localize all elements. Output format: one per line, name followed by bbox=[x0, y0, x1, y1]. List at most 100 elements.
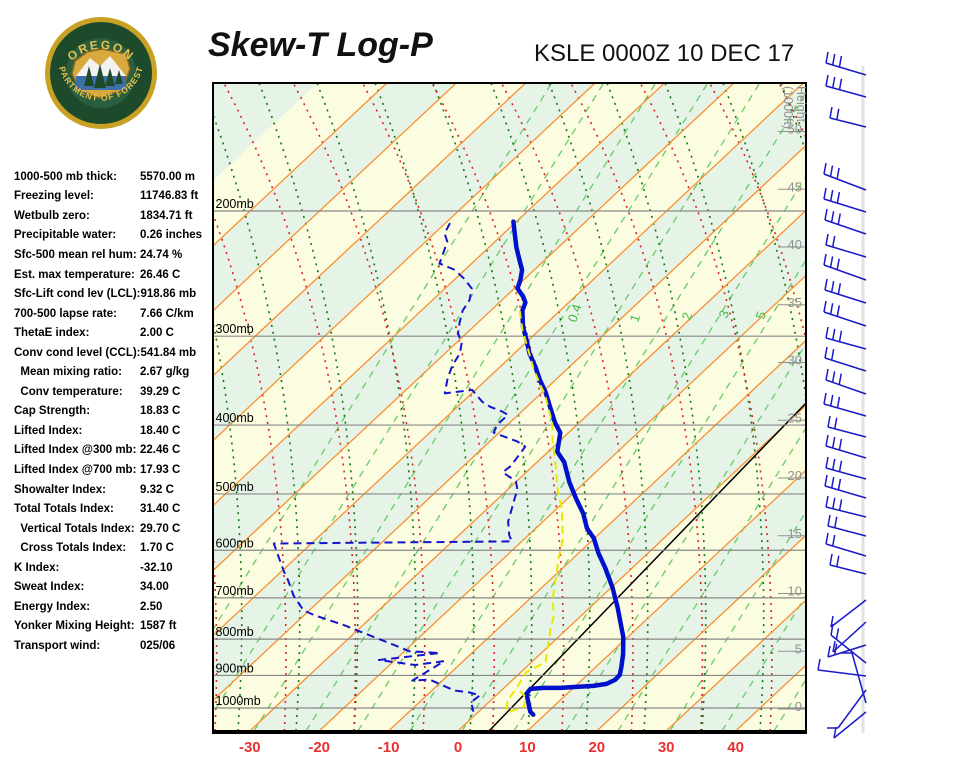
mixing-ratio-line bbox=[357, 83, 761, 731]
stat-row: Est. max temperature: 26.46 C bbox=[14, 265, 214, 285]
wind-barb-icon bbox=[829, 553, 867, 575]
stat-label: K Index: bbox=[14, 561, 60, 574]
stat-label: Vertical Totals Index: bbox=[14, 522, 135, 535]
mixing-ratio-line bbox=[213, 83, 553, 631]
mixing-ratio-line bbox=[253, 83, 657, 731]
isotherm-line bbox=[388, 339, 806, 731]
stat-value: 9.32 C bbox=[140, 483, 174, 496]
height-label: 5 bbox=[795, 641, 802, 656]
stat-value: 1587 ft bbox=[140, 620, 177, 633]
wind-barb-icon bbox=[832, 621, 867, 653]
wind-barb-icon bbox=[824, 346, 867, 372]
wind-barb-icon bbox=[825, 74, 867, 98]
logo-trees bbox=[84, 64, 123, 88]
stat-row: 1000-500 mb thick: 5570.00 m bbox=[14, 167, 214, 187]
stat-label: Mean mixing ratio: bbox=[14, 366, 122, 379]
temp-axis-label: -10 bbox=[378, 739, 400, 756]
stat-row: Yonker Mixing Height: 1587 ft bbox=[14, 617, 214, 637]
stat-label: Lifted Index @300 mb: bbox=[14, 444, 137, 457]
wind-barb-icon bbox=[825, 495, 867, 518]
dry-adiabat-line bbox=[223, 83, 357, 731]
stat-value: 5570.00 m bbox=[140, 170, 195, 183]
moist-adiabat-line bbox=[606, 83, 707, 731]
stat-value: 24.74 % bbox=[140, 248, 183, 261]
stat-row: ThetaE index: 2.00 C bbox=[14, 323, 214, 343]
stat-value: 18.83 C bbox=[140, 405, 181, 418]
wind-barb-icon bbox=[825, 532, 867, 557]
sounding-indices-panel: 1000-500 mb thick: 5570.00 m Freezing leve… bbox=[14, 167, 214, 656]
mixing-ratio-label: 0.4 bbox=[565, 302, 585, 324]
temp-axis-label: 10 bbox=[519, 739, 536, 756]
wet_bulb-trace bbox=[505, 310, 564, 713]
height-axis-title-line2: (1000ft) bbox=[781, 86, 795, 129]
stat-value: 39.29 C bbox=[140, 385, 181, 398]
stat-value: -32.10 bbox=[140, 561, 173, 574]
isotherm-line bbox=[213, 83, 457, 312]
moist-adiabat-line bbox=[258, 83, 359, 731]
wind-barb-icon bbox=[830, 623, 867, 664]
moist-adiabat-line bbox=[490, 83, 591, 731]
height-label: 20 bbox=[788, 468, 802, 483]
stat-row: Cap Strength: 18.83 C bbox=[14, 402, 214, 422]
isotherm-line bbox=[213, 83, 665, 507]
pressure-label: 900mb bbox=[216, 661, 254, 675]
wind-barb-icon bbox=[825, 51, 867, 76]
dry-adiabat-line bbox=[361, 83, 496, 731]
pressure-label: 800mb bbox=[216, 625, 254, 639]
dry-adiabat-line bbox=[708, 83, 806, 344]
stat-value: 31.40 C bbox=[140, 503, 181, 516]
isotherm-line bbox=[249, 209, 806, 731]
temp-axis-label: -30 bbox=[239, 739, 261, 756]
wind-barb-icon bbox=[823, 392, 867, 417]
wind-barb-icon bbox=[827, 415, 867, 438]
moist-adiabat-line bbox=[548, 83, 649, 731]
stat-label: Sfc-Lift cond lev (LCL): bbox=[14, 288, 141, 301]
stat-value: 2.00 C bbox=[140, 327, 174, 340]
mixing-ratio-label: 5 bbox=[753, 309, 770, 321]
plot-area: 0.4 1 2 3 5200mb300mb400mb500mb600mb700mb800… bbox=[213, 83, 960, 731]
stat-value: 1.70 C bbox=[140, 542, 174, 555]
temp-axis-label: -20 bbox=[308, 739, 330, 756]
stat-row: K Index: -32.10 bbox=[14, 558, 214, 578]
wind-barb-column bbox=[817, 51, 867, 739]
stat-label: Conv temperature: bbox=[14, 385, 123, 398]
height-label: 35 bbox=[788, 295, 802, 310]
stat-label: Total Totals Index: bbox=[14, 503, 114, 516]
isotherm-line bbox=[213, 83, 596, 442]
dry-adiabat-line bbox=[213, 539, 218, 731]
height-label: 0 bbox=[795, 699, 802, 714]
dry-adiabat-line bbox=[431, 83, 565, 731]
stat-value: 0.26 inches bbox=[140, 229, 203, 242]
stat-label: Lifted Index @700 mb: bbox=[14, 463, 137, 476]
wind-barb-icon bbox=[825, 368, 867, 395]
stat-row: Cross Totals Index: 1.70 C bbox=[14, 538, 214, 558]
isotherm-line bbox=[213, 83, 735, 572]
wind-barb-icon bbox=[841, 652, 867, 704]
isotherm-line bbox=[457, 404, 806, 731]
stat-label: Energy Index: bbox=[14, 600, 91, 613]
stat-label: Conv cond level (CCL): bbox=[14, 346, 141, 359]
stat-label: Freezing level: bbox=[14, 190, 94, 203]
dry-adiabat-line bbox=[292, 83, 426, 731]
stat-label: Cap Strength: bbox=[14, 405, 91, 418]
moist-adiabat-line bbox=[432, 83, 533, 731]
temp-axis-label: 30 bbox=[658, 739, 675, 756]
stat-value: 11746.83 ft bbox=[140, 190, 199, 203]
stat-row: Sweat Index: 34.00 bbox=[14, 577, 214, 597]
isotherm-line bbox=[213, 144, 806, 702]
mixing-ratio-line bbox=[878, 83, 960, 731]
dry-adiabat-line bbox=[500, 83, 634, 731]
stat-row: Energy Index: 2.50 bbox=[14, 597, 214, 617]
stat-label: Cross Totals Index: bbox=[14, 542, 127, 555]
wind-barb-icon bbox=[824, 208, 867, 235]
height-label: 40 bbox=[788, 237, 802, 252]
wind-barb-icon bbox=[823, 162, 867, 191]
wind-barb-icon bbox=[825, 456, 867, 480]
mixing-ratio-label: 3 bbox=[716, 308, 733, 320]
moist-adiabat-line bbox=[897, 83, 960, 731]
wind-barb-icon bbox=[827, 514, 867, 537]
stat-row: Lifted Index @700 mb: 17.93 C bbox=[14, 460, 214, 480]
pressure-label: 200mb bbox=[216, 197, 254, 211]
stat-label: Wetbulb zero: bbox=[14, 209, 90, 222]
